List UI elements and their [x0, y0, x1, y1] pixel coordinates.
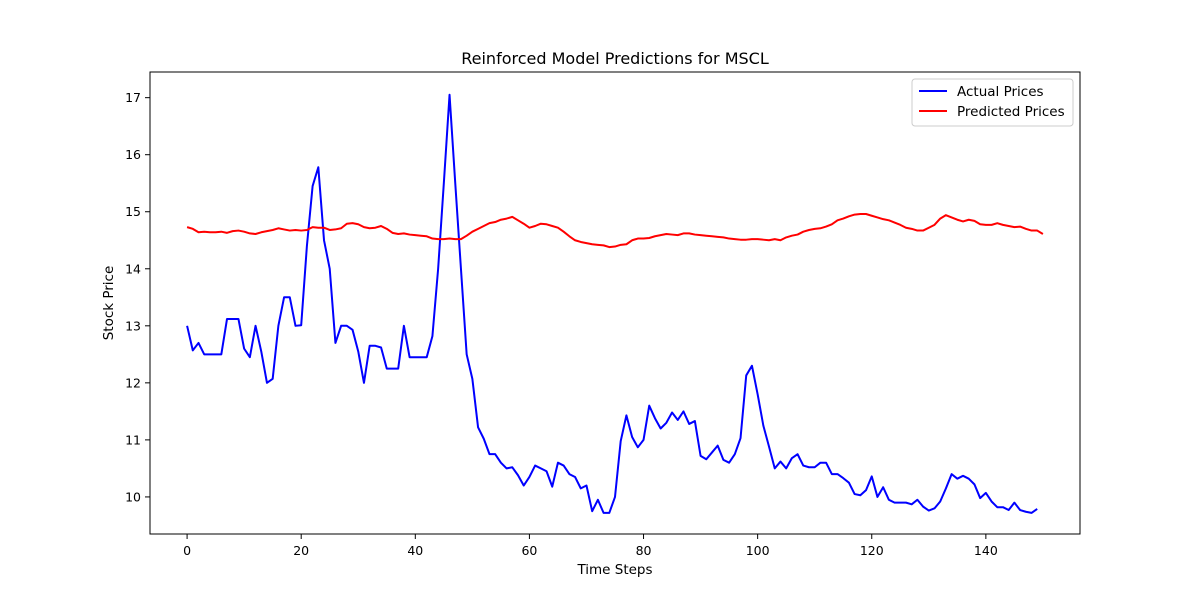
legend: Actual Prices Predicted Prices [911, 78, 1074, 127]
legend-label-actual-prices: Actual Prices [957, 84, 1044, 100]
y-axis-title: Stock Price [101, 266, 117, 341]
y-tick-label: 16 [125, 147, 141, 162]
series-line-predicted-prices [186, 213, 1044, 249]
plot-lines [186, 93, 1044, 514]
series-line-actual-prices [186, 93, 1038, 514]
x-axis-title: Time Steps [576, 562, 652, 578]
x-tick-label: 20 [293, 543, 309, 558]
y-tick-label: 14 [125, 261, 141, 276]
y-tick-label: 11 [125, 432, 141, 447]
y-tick-label: 15 [125, 204, 141, 219]
x-axis: 0 20 40 60 80 100 120 140 [183, 534, 998, 558]
y-tick-label: 12 [125, 375, 141, 390]
legend-label-predicted-prices: Predicted Prices [957, 104, 1065, 120]
plot-frame [149, 71, 1081, 535]
legend-box [911, 78, 1074, 127]
x-tick-label: 120 [860, 543, 884, 558]
x-tick-label: 100 [746, 543, 770, 558]
x-tick-label: 140 [974, 543, 998, 558]
x-tick-label: 40 [407, 543, 423, 558]
x-tick-label: 0 [183, 543, 191, 558]
x-tick-label: 60 [521, 543, 537, 558]
y-tick-label: 17 [125, 90, 141, 105]
y-tick-label: 13 [125, 318, 141, 333]
y-tick-label: 10 [125, 489, 141, 504]
y-axis: 10 11 12 13 14 15 16 17 [125, 90, 150, 504]
chart-title: Reinforced Model Predictions for MSCL [461, 49, 769, 68]
x-tick-label: 80 [636, 543, 652, 558]
